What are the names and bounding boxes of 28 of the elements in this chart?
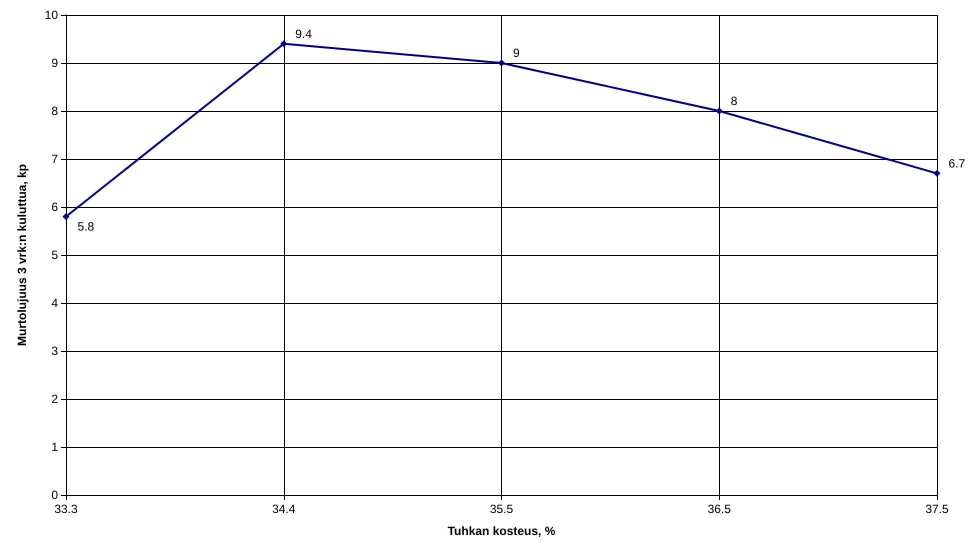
x-tick-label: 33.3	[54, 502, 78, 516]
y-tick-label: 1	[51, 440, 58, 454]
data-label: 9.4	[295, 26, 312, 41]
y-tick-label: 4	[51, 296, 58, 310]
point	[934, 170, 940, 177]
x-tick-label: 36.5	[708, 502, 732, 516]
y-tick-label: 10	[44, 8, 58, 22]
x-tick-label: 34.4	[272, 502, 296, 516]
y-axis-title: Murtolujuus 3 vrk:n kuluttua, kp	[15, 164, 29, 346]
point	[498, 60, 505, 66]
point	[716, 108, 723, 114]
x-tick-label: 37.5	[925, 502, 949, 516]
y-tick-label: 6	[51, 200, 58, 214]
y-tick-label: 9	[51, 56, 58, 70]
data-label: 8	[730, 94, 738, 108]
x-axis-title: Tuhkan kosteus, %	[448, 524, 556, 538]
y-tick-label: 8	[51, 104, 58, 118]
x-tick-label: 35.5	[490, 502, 514, 516]
point	[280, 40, 288, 48]
data-label: 5.8	[78, 220, 95, 234]
y-tick-label: 5	[51, 248, 58, 262]
y-tick-label: 2	[51, 392, 58, 406]
y-tick-label: 3	[51, 344, 58, 358]
y-tick-label: 0	[51, 488, 58, 502]
data-label: 6.7	[948, 156, 966, 170]
point	[62, 213, 70, 220]
y-tick-label: 7	[51, 152, 58, 166]
data-label: 9	[513, 46, 520, 60]
